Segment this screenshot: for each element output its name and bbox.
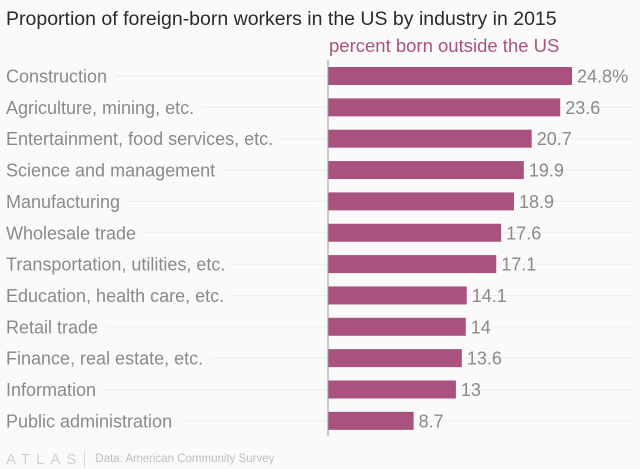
footer: ATLAS Data: American Community Survey — [6, 450, 274, 468]
value-label: 19.9 — [529, 161, 564, 181]
data-source: Data: American Community Survey — [95, 453, 275, 465]
category-label: Education, health care, etc. — [6, 286, 224, 306]
gridlines — [104, 75, 634, 422]
chart-title: Proportion of foreign-born workers in th… — [6, 8, 557, 30]
bar — [328, 286, 467, 305]
bar — [328, 98, 561, 117]
bar — [328, 223, 502, 242]
bars — [328, 67, 573, 430]
bar — [328, 411, 414, 430]
category-label: Wholesale trade — [6, 223, 136, 243]
value-label: 14.1 — [472, 286, 507, 306]
category-label: Retail trade — [6, 317, 98, 337]
value-label: 14 — [471, 317, 491, 337]
category-label: Transportation, utilities, etc. — [6, 255, 225, 275]
value-label: 13.6 — [467, 349, 502, 369]
bar — [328, 380, 456, 399]
bar — [328, 67, 573, 85]
value-label: 8.7 — [419, 411, 444, 431]
chart-subtitle: percent born outside the US — [329, 35, 560, 56]
category-label: Finance, real estate, etc. — [6, 349, 203, 369]
value-label: 24.8% — [577, 67, 628, 87]
value-labels: 24.8% 23.6 20.7 19.9 18.9 17.6 17.1 14.1 14 13.6 1… — [419, 67, 628, 432]
bar — [328, 255, 497, 274]
category-label: Agriculture, mining, etc. — [6, 98, 194, 118]
bar — [328, 129, 532, 148]
category-label: Entertainment, food services, etc. — [6, 129, 273, 149]
value-label: 18.9 — [519, 192, 554, 212]
category-label: Public administration — [6, 411, 172, 431]
category-label: Manufacturing — [6, 192, 120, 212]
value-label: 20.7 — [537, 129, 572, 149]
bar — [328, 349, 462, 368]
category-label: Science and management — [6, 161, 215, 181]
value-label: 13 — [461, 380, 481, 400]
value-label: 23.6 — [565, 98, 600, 118]
footer-divider — [84, 450, 86, 468]
atlas-logo: ATLAS — [6, 450, 83, 468]
value-label: 17.1 — [501, 255, 536, 275]
bar — [328, 192, 514, 211]
category-labels: Construction Agriculture, mining, etc. Ent… — [6, 67, 273, 432]
value-label: 17.6 — [506, 223, 541, 243]
bar — [328, 161, 524, 180]
bar — [328, 317, 466, 336]
category-label: Information — [6, 380, 96, 400]
category-label: Construction — [6, 67, 107, 87]
